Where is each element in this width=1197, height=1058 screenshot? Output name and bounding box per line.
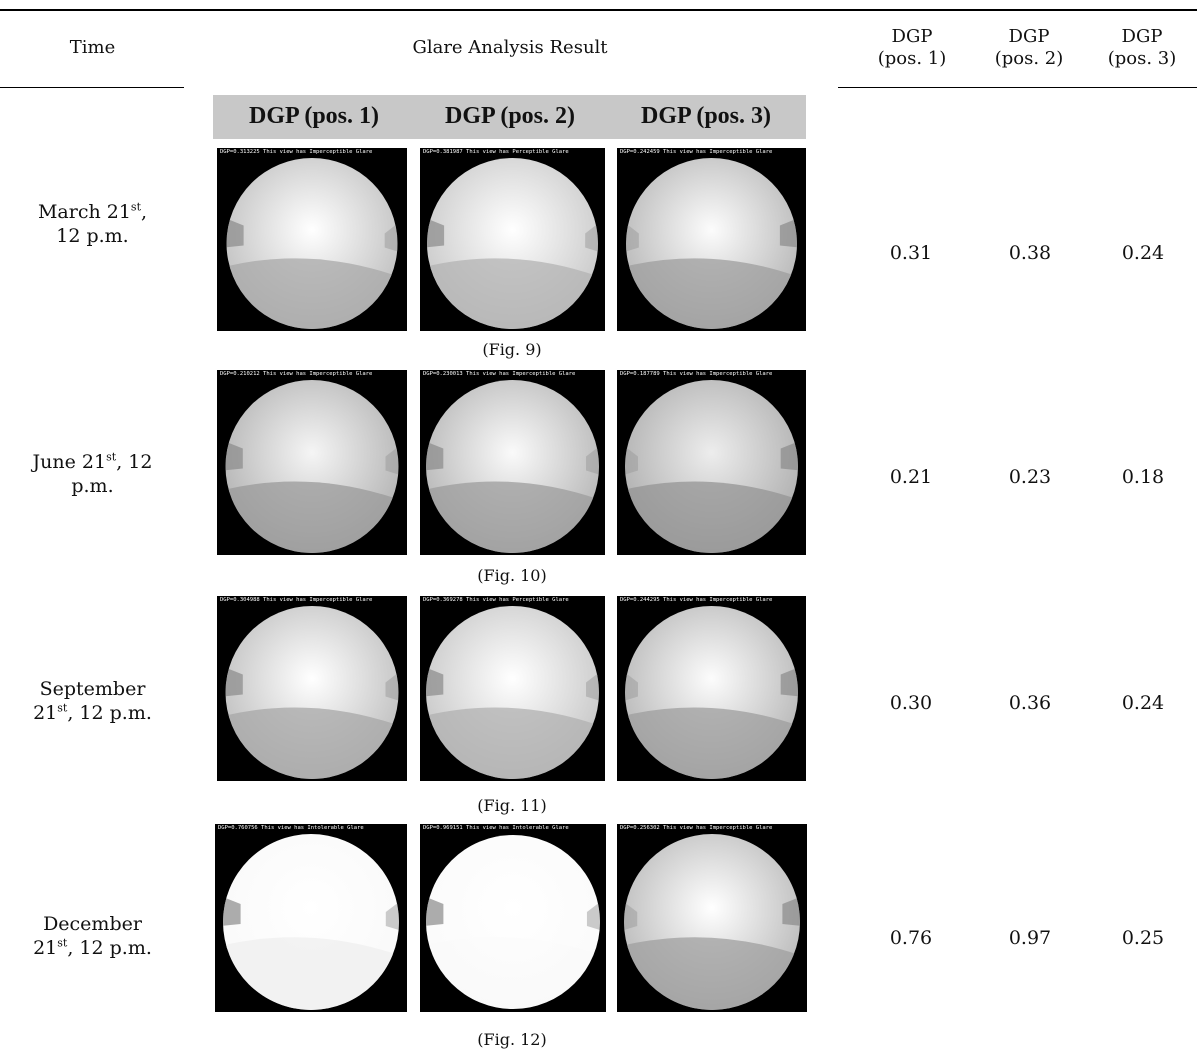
- time-december-rest: , 12 p.m.: [67, 937, 152, 959]
- time-cell-december: December 21st, 12 p.m.: [0, 912, 185, 960]
- header-rule-values: [838, 87, 1197, 88]
- header-rule-time: [0, 87, 184, 88]
- time-cell-march: March 21st, 12 p.m.: [0, 200, 185, 248]
- dgp-value-june-pos1: 0.21: [889, 466, 933, 488]
- dgp-value-june-pos3: 0.18: [1121, 466, 1165, 488]
- position-label-1: DGP (pos. 1): [248, 103, 379, 129]
- header-dgp-pos2: DGP (pos. 2): [979, 26, 1079, 70]
- render-caption: DGP=0.304988 This view has Imperceptible…: [220, 597, 373, 603]
- time-march-line2: 12 p.m.: [56, 225, 129, 247]
- glare-render: DGP=0.242459 This view has Imperceptible…: [617, 148, 806, 331]
- dgp-value-september-pos2: 0.36: [1008, 692, 1052, 714]
- time-september-rest: , 12 p.m.: [67, 702, 152, 724]
- time-september-main: September: [39, 678, 146, 700]
- time-june-main: June 21: [32, 451, 107, 473]
- figure-caption-10: (Fig. 10): [477, 566, 547, 585]
- header-dgp-pos3-line2: (pos. 3): [1107, 48, 1177, 69]
- header-dgp-pos2-line2: (pos. 2): [994, 48, 1064, 69]
- dgp-value-december-pos1: 0.76: [889, 927, 933, 949]
- render-caption: DGP=0.369278 This view has Perceptible G…: [423, 597, 569, 603]
- time-june-sup: st: [106, 450, 117, 464]
- header-dgp-pos3-line1: DGP: [1121, 26, 1163, 47]
- dgp-value-december-pos3: 0.25: [1121, 927, 1165, 949]
- position-label-bar: DGP (pos. 1) DGP (pos. 2) DGP (pos. 3): [213, 95, 806, 139]
- dgp-value-december-pos2: 0.97: [1008, 927, 1052, 949]
- glare-render: DGP=0.369278 This view has Perceptible G…: [420, 596, 605, 781]
- position-label-2: DGP (pos. 2): [444, 103, 575, 129]
- header-glare-analysis: Glare Analysis Result: [412, 37, 608, 58]
- render-caption: DGP=0.760756 This view has Intolerable G…: [218, 825, 364, 831]
- time-december-day: 21: [33, 937, 58, 959]
- glare-render: DGP=0.313225 This view has Imperceptible…: [217, 148, 407, 331]
- time-cell-september: September 21st, 12 p.m.: [0, 677, 185, 725]
- position-label-3: DGP (pos. 3): [640, 103, 771, 129]
- time-march-sup: st: [130, 200, 141, 214]
- glare-render: DGP=0.244295 This view has Imperceptible…: [617, 596, 806, 781]
- time-march-main: March 21: [37, 201, 131, 223]
- dgp-value-march-pos1: 0.31: [889, 242, 933, 264]
- time-june-rest: , 12: [116, 451, 153, 473]
- time-september-day: 21: [33, 702, 58, 724]
- header-dgp-pos1-line2: (pos. 1): [877, 48, 947, 69]
- header-dgp-pos2-line1: DGP: [1008, 26, 1050, 47]
- time-june-line2: p.m.: [71, 475, 114, 497]
- dgp-value-march-pos3: 0.24: [1121, 242, 1165, 264]
- time-march-rest: ,: [141, 201, 148, 223]
- time-december-sup: st: [57, 936, 68, 950]
- render-caption: DGP=0.256302 This view has Imperceptible…: [620, 825, 773, 831]
- glare-render: DGP=0.760756 This view has Intolerable G…: [215, 824, 407, 1012]
- glare-render: DGP=0.256302 This view has Imperceptible…: [617, 824, 807, 1012]
- render-caption: DGP=0.313225 This view has Imperceptible…: [220, 149, 373, 155]
- glare-render: DGP=0.187789 This view has Imperceptible…: [617, 370, 806, 555]
- render-caption: DGP=0.244295 This view has Imperceptible…: [620, 597, 773, 603]
- figure-caption-12: (Fig. 12): [477, 1030, 547, 1049]
- time-december-main: December: [43, 913, 142, 935]
- render-caption: DGP=0.381987 This view has Perceptible G…: [423, 149, 569, 155]
- glare-render: DGP=0.210212 This view has Imperceptible…: [217, 370, 407, 555]
- time-september-sup: st: [57, 701, 68, 715]
- render-caption: DGP=0.210212 This view has Imperceptible…: [220, 371, 373, 377]
- top-rule: [0, 9, 1197, 11]
- header-time: Time: [69, 37, 116, 58]
- header-dgp-pos1: DGP (pos. 1): [862, 26, 962, 70]
- dgp-value-march-pos2: 0.38: [1008, 242, 1052, 264]
- glare-render: DGP=0.381987 This view has Perceptible G…: [420, 148, 605, 331]
- glare-render: DGP=0.230013 This view has Imperceptible…: [420, 370, 605, 555]
- header-dgp-pos1-line1: DGP: [891, 26, 933, 47]
- render-caption: DGP=0.242459 This view has Imperceptible…: [620, 149, 773, 155]
- render-caption: DGP=0.187789 This view has Imperceptible…: [620, 371, 773, 377]
- dgp-value-june-pos2: 0.23: [1008, 466, 1052, 488]
- figure-caption-9: (Fig. 9): [482, 340, 542, 359]
- glare-render: DGP=0.969151 This view has Intolerable G…: [420, 824, 606, 1012]
- render-caption: DGP=0.969151 This view has Intolerable G…: [423, 825, 569, 831]
- glare-render: DGP=0.304988 This view has Imperceptible…: [217, 596, 407, 781]
- dgp-value-september-pos3: 0.24: [1121, 692, 1165, 714]
- dgp-value-september-pos1: 0.30: [889, 692, 933, 714]
- header-dgp-pos3: DGP (pos. 3): [1092, 26, 1192, 70]
- time-cell-june: June 21st, 12 p.m.: [0, 450, 185, 498]
- render-caption: DGP=0.230013 This view has Imperceptible…: [423, 371, 576, 377]
- figure-caption-11: (Fig. 11): [477, 796, 547, 815]
